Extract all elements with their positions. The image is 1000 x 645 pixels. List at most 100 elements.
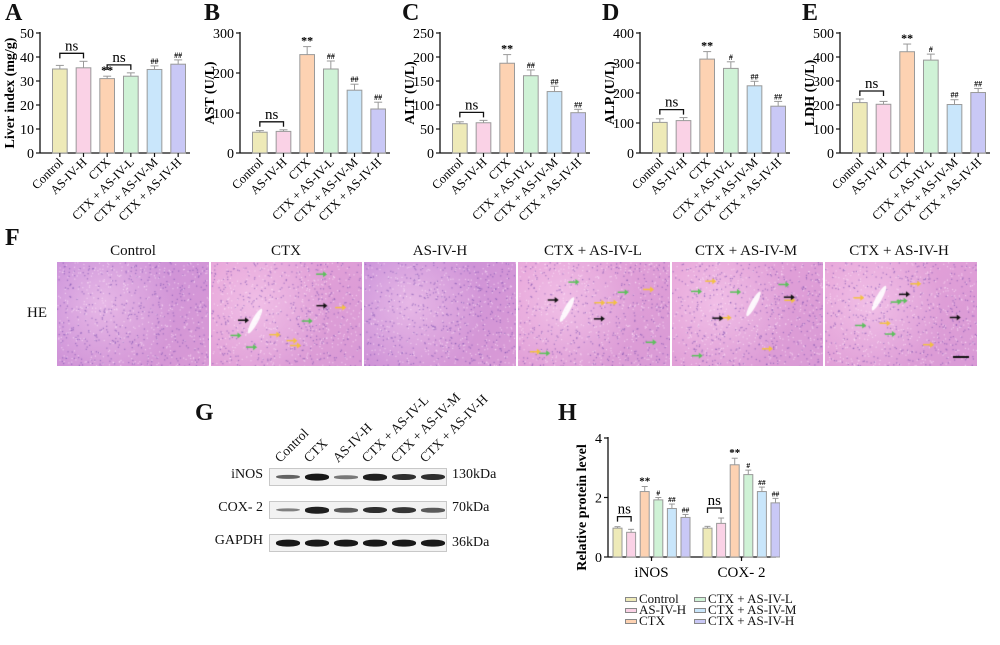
y-tick-label: 100	[213, 107, 234, 122]
legend-label: AS-IV-H	[639, 602, 687, 617]
bar	[729, 464, 740, 558]
wb-band	[363, 473, 387, 481]
he-title-control: Control	[110, 243, 156, 259]
ns-label: ns	[112, 50, 126, 66]
y-tick-label: 200	[213, 67, 234, 82]
wb-band	[276, 474, 300, 480]
wb-band	[276, 508, 300, 512]
y-tick-label: 0	[27, 147, 34, 162]
y-axis-label: Liver index (mg/g)	[3, 37, 18, 148]
ns-label: ns	[665, 95, 679, 111]
svg-text:#: #	[746, 461, 750, 470]
bar	[675, 120, 692, 154]
wb-strip-gapdh	[269, 534, 447, 552]
bar	[146, 68, 163, 154]
bar	[716, 522, 727, 558]
bar	[722, 67, 739, 154]
bar	[851, 102, 868, 154]
bar	[770, 105, 787, 154]
svg-text:##: ##	[668, 495, 676, 504]
legend-swatch-icon	[625, 596, 637, 602]
legend-item-control: Control	[625, 591, 679, 606]
wb-band	[421, 539, 445, 547]
bar	[299, 54, 316, 154]
significance-marker: ##	[174, 51, 182, 60]
svg-text:**: **	[729, 447, 741, 459]
chart-b-ast: AST (U/L)0100200300ControlAS-IV-H**CTX##…	[203, 27, 390, 225]
significance-marker: **	[701, 39, 713, 53]
y-axis-label: ALP (U/L)	[603, 61, 618, 125]
bar	[875, 103, 892, 154]
legend-label: Control	[639, 591, 679, 606]
panel-label-g: G	[195, 400, 214, 426]
bar	[346, 89, 363, 154]
legend-label: CTX + AS-IV-M	[708, 602, 797, 617]
y-tick-label: 500	[813, 27, 834, 42]
he-texture	[210, 262, 363, 366]
bar	[522, 75, 539, 154]
legend-swatch-icon	[625, 618, 637, 624]
chart-d-alp: ALP (U/L)0100200300400ControlAS-IV-H**CT…	[603, 27, 790, 225]
wb-band	[363, 507, 387, 513]
wb-strip-inos	[269, 468, 447, 486]
panel-label-c: C	[402, 0, 420, 26]
legend-label: CTX + AS-IV-L	[708, 591, 793, 606]
significance-marker: ##	[974, 79, 982, 88]
y-tick-label: 0	[827, 147, 834, 162]
legend-label: CTX	[639, 613, 665, 628]
svg-text:##: ##	[758, 478, 766, 487]
panel-label-a: A	[5, 0, 23, 26]
wb-label-inos: iNOS	[231, 467, 263, 482]
y-tick-label: 300	[613, 57, 634, 72]
he-image-ctx	[210, 262, 363, 366]
bar	[451, 123, 468, 154]
significance-marker: ##	[951, 91, 959, 100]
bar	[680, 516, 691, 558]
wb-band	[276, 539, 300, 547]
y-tick-label: 200	[413, 51, 434, 66]
wb-band	[392, 539, 416, 547]
wb-band	[392, 474, 416, 480]
wb-strip-cox2	[269, 501, 447, 519]
he-title-ctx-as-iv-l: CTX + AS-IV-L	[544, 243, 642, 259]
chart-c-alt: ALT (U/L)050100150200250ControlAS-IV-H**…	[403, 27, 590, 225]
ns-label: ns	[265, 107, 279, 123]
bar	[899, 51, 916, 154]
y-tick-label: 50	[20, 27, 34, 42]
legend-item-ctx-as-iv-l: CTX + AS-IV-L	[694, 591, 793, 606]
ns-label: ns	[65, 38, 79, 54]
svg-text:ns: ns	[618, 502, 632, 518]
panel-label-e: E	[802, 0, 819, 26]
ns-label: ns	[865, 76, 879, 92]
bar	[639, 491, 650, 558]
wb-label-gapdh: GAPDH	[214, 533, 263, 548]
bar	[770, 502, 780, 558]
wb-kda-cox2: 70kDa	[452, 500, 490, 515]
y-tick-label: 300	[213, 27, 234, 42]
significance-marker: **	[101, 63, 113, 77]
ns-label: ns	[465, 97, 479, 113]
panel-label-b: B	[204, 0, 221, 26]
y-tick-label: 10	[20, 123, 34, 138]
bar	[251, 131, 268, 154]
he-image-ctx-as-iv-m	[671, 262, 824, 366]
y-tick-label: 0	[227, 147, 234, 162]
bar	[746, 85, 763, 154]
he-texture	[671, 262, 824, 366]
chart-a-liver-index: Liver index (mg/g)01020304050ControlAS-I…	[3, 27, 190, 225]
bar	[743, 474, 754, 558]
panel-label-h: H	[558, 400, 577, 426]
y-tick-label: 150	[413, 75, 434, 90]
wb-band	[363, 539, 387, 547]
he-title-ctx: CTX	[271, 243, 301, 259]
y-tick-label: 0	[427, 147, 434, 162]
y-tick-label: 100	[613, 117, 634, 132]
he-texture	[518, 262, 670, 366]
significance-marker: ##	[374, 93, 382, 102]
bar	[546, 91, 563, 154]
svg-text:0: 0	[595, 551, 602, 566]
bar	[51, 68, 68, 154]
wb-band	[334, 507, 358, 513]
svg-text:ns: ns	[708, 493, 722, 509]
bar	[756, 491, 767, 558]
